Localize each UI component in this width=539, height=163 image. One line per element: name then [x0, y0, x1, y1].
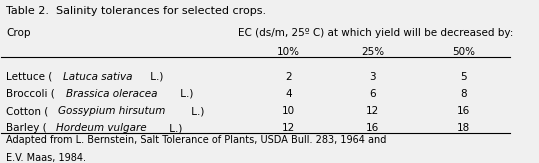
Text: Barley (: Barley ( — [6, 123, 47, 133]
Text: 3: 3 — [369, 72, 376, 82]
Text: L.): L.) — [166, 123, 183, 133]
Text: 10: 10 — [282, 106, 295, 116]
Text: 16: 16 — [366, 123, 379, 133]
Text: 2: 2 — [285, 72, 292, 82]
Text: 12: 12 — [366, 106, 379, 116]
Text: 16: 16 — [457, 106, 471, 116]
Text: Brassica oleracea: Brassica oleracea — [66, 89, 157, 99]
Text: Crop: Crop — [6, 28, 31, 37]
Text: L.): L.) — [177, 89, 194, 99]
Text: Adapted from L. Bernstein, Salt Tolerance of Plants, USDA Bull. 283, 1964 and: Adapted from L. Bernstein, Salt Toleranc… — [6, 135, 387, 145]
Text: 12: 12 — [282, 123, 295, 133]
Text: 50%: 50% — [452, 47, 475, 57]
Text: Latuca sativa: Latuca sativa — [63, 72, 132, 82]
Text: Broccoli (: Broccoli ( — [6, 89, 55, 99]
Text: EC (ds/m, 25º C) at which yield will be decreased by:: EC (ds/m, 25º C) at which yield will be … — [238, 28, 514, 37]
Text: 25%: 25% — [361, 47, 384, 57]
Text: 18: 18 — [457, 123, 471, 133]
Text: Hordeum vulgare: Hordeum vulgare — [56, 123, 147, 133]
Text: E.V. Maas, 1984.: E.V. Maas, 1984. — [6, 153, 86, 163]
Text: L.): L.) — [189, 106, 205, 116]
Text: 6: 6 — [369, 89, 376, 99]
Text: Table 2.  Salinity tolerances for selected crops.: Table 2. Salinity tolerances for selecte… — [6, 6, 267, 15]
Text: Lettuce (: Lettuce ( — [6, 72, 53, 82]
Text: Cotton (: Cotton ( — [6, 106, 49, 116]
Text: 8: 8 — [460, 89, 467, 99]
Text: L.): L.) — [147, 72, 164, 82]
Text: 5: 5 — [460, 72, 467, 82]
Text: Gossypium hirsutum: Gossypium hirsutum — [58, 106, 165, 116]
Text: 10%: 10% — [277, 47, 300, 57]
Text: 4: 4 — [285, 89, 292, 99]
